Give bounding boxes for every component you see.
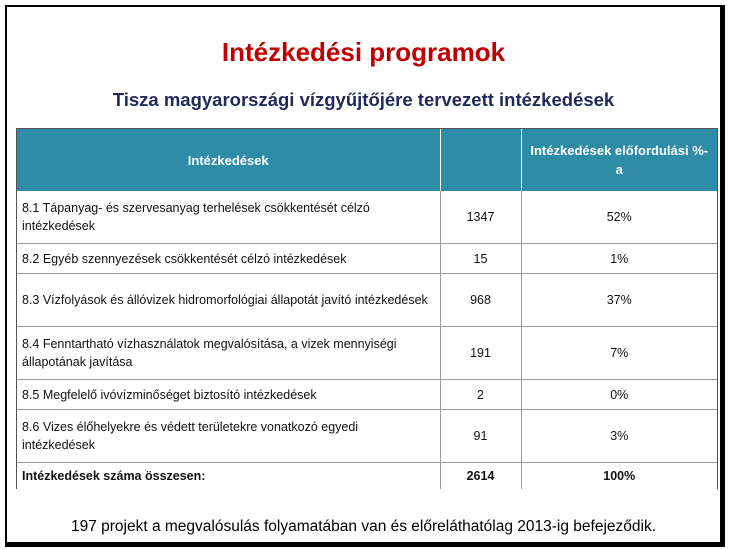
measures-table: Intézkedések Intézkedések előfordulási %… <box>17 129 717 489</box>
row-label: 8.5 Megfelelő ivóvízminőséget biztosító … <box>17 379 441 410</box>
table-header-row: Intézkedések Intézkedések előfordulási %… <box>17 129 717 191</box>
row-percent: 52% <box>521 191 717 244</box>
header-measures: Intézkedések <box>17 129 441 191</box>
table-row: 8.3 Vízfolyások és állóvizek hidromorfol… <box>17 273 717 327</box>
slide-subtitle: Tisza magyarországi vízgyűjtőjére tervez… <box>112 89 615 110</box>
slide-frame: Intézkedési programok Tisza magyarország… <box>5 5 725 547</box>
row-count: 968 <box>440 273 522 327</box>
row-percent: 1% <box>521 243 717 274</box>
table-row: 8.1 Tápanyag- és szervesanyag terhelések… <box>17 191 717 244</box>
row-label: 8.6 Vizes élőhelyekre és védett területe… <box>17 409 441 463</box>
measures-table-container: Intézkedések Intézkedések előfordulási %… <box>16 128 718 489</box>
row-percent: 3% <box>521 409 717 463</box>
table-row: 8.6 Vizes élőhelyekre és védett területe… <box>17 409 717 463</box>
row-count: 191 <box>440 326 522 380</box>
row-label: 8.2 Egyéb szennyezések csökkentését célz… <box>17 243 441 274</box>
row-label: 8.3 Vízfolyások és állóvizek hidromorfol… <box>17 273 441 327</box>
table-total-row: Intézkedések száma összesen: 2614 100% <box>17 462 717 489</box>
table-row: 8.2 Egyéb szennyezések csökkentését célz… <box>17 243 717 274</box>
row-count: 91 <box>440 409 522 463</box>
row-count: 1347 <box>440 191 522 244</box>
header-count <box>440 129 522 191</box>
row-count: 15 <box>440 243 522 274</box>
row-label: 8.1 Tápanyag- és szervesanyag terhelések… <box>17 191 441 244</box>
table-row: 8.5 Megfelelő ivóvízminőséget biztosító … <box>17 379 717 410</box>
total-count: 2614 <box>440 462 522 489</box>
row-percent: 7% <box>521 326 717 380</box>
row-count: 2 <box>440 379 522 410</box>
slide-footer-note: 197 projekt a megvalósulás folyamatában … <box>70 518 657 535</box>
row-label: 8.4 Fenntartható vízhasználatok megvalós… <box>17 326 441 380</box>
slide-title: Intézkedési programok <box>221 37 506 67</box>
row-percent: 0% <box>521 379 717 410</box>
row-percent: 37% <box>521 273 717 327</box>
total-percent: 100% <box>603 469 636 483</box>
total-label: Intézkedések száma összesen: <box>17 462 441 489</box>
header-percent: Intézkedések előfordulási %-a <box>521 129 717 191</box>
table-row: 8.4 Fenntartható vízhasználatok megvalós… <box>17 326 717 380</box>
